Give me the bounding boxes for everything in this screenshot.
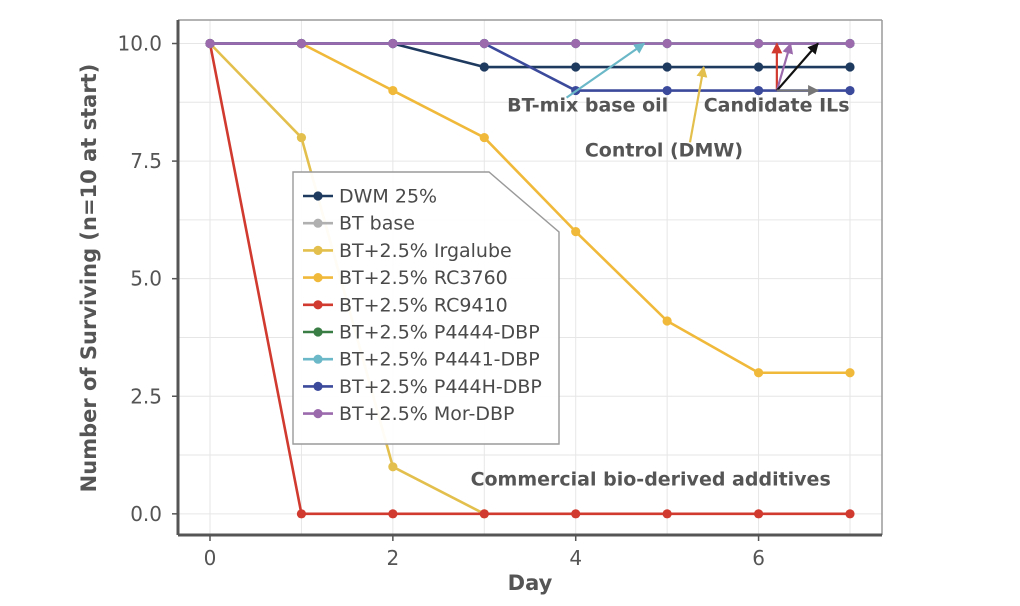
x-axis-title: Day xyxy=(508,571,553,595)
legend-label: BT+2.5% RC9410 xyxy=(339,294,508,316)
legend-label: BT+2.5% Irgalube xyxy=(339,240,512,262)
legend-label: BT+2.5% P4441-DBP xyxy=(339,349,540,371)
data-point xyxy=(296,509,307,519)
data-point xyxy=(479,62,489,72)
annotation-arrow xyxy=(565,42,646,99)
data-point xyxy=(662,38,672,49)
data-point xyxy=(845,509,855,519)
data-point xyxy=(845,368,855,378)
legend-entry: BT+2.5% RC3760 xyxy=(303,267,508,289)
data-point xyxy=(388,509,398,519)
y-tick-label: 2.5 xyxy=(130,384,162,408)
legend-box xyxy=(292,171,560,445)
data-point xyxy=(753,62,764,72)
data-point xyxy=(205,38,215,49)
series-9 xyxy=(205,38,855,49)
legend-entry: BT+2.5% P4444-DBP xyxy=(303,322,540,344)
legend-label: DWM 25% xyxy=(339,186,437,208)
data-point xyxy=(662,85,672,96)
legend-entry: DWM 25% xyxy=(303,186,437,208)
data-point xyxy=(388,462,398,472)
legend-swatch-marker xyxy=(313,191,323,201)
legend-swatch-marker xyxy=(313,245,323,255)
annotation-arrow xyxy=(776,42,819,92)
data-point xyxy=(388,38,398,49)
legend-entry: BT+2.5% Mor-DBP xyxy=(303,403,514,425)
data-point xyxy=(296,38,307,49)
legend-entry: BT+2.5% P4441-DBP xyxy=(303,349,540,371)
data-point xyxy=(845,62,855,72)
legend-swatch-marker xyxy=(313,300,323,310)
legend-swatch-marker xyxy=(313,327,323,337)
legend-swatch-marker xyxy=(313,381,323,391)
data-point xyxy=(571,509,581,519)
data-point xyxy=(753,85,764,96)
data-point xyxy=(571,38,581,49)
data-point xyxy=(845,38,855,49)
data-point xyxy=(571,62,581,72)
data-point xyxy=(753,38,764,49)
x-tick-label: 6 xyxy=(752,546,765,570)
data-point xyxy=(479,509,489,519)
y-tick-label: 10.0 xyxy=(117,32,162,56)
legend-swatch-marker xyxy=(313,218,323,228)
data-point xyxy=(388,85,398,96)
annotation-label: BT-mix base oil xyxy=(507,95,668,117)
data-point xyxy=(571,227,581,237)
series-line xyxy=(208,43,850,516)
legend: DWM 25% BT base BT+2.5% Irgalube BT+2.5% RC… xyxy=(292,171,560,445)
legend-entry: BT base xyxy=(303,213,415,235)
x-tick-label: 2 xyxy=(386,546,399,570)
series-line xyxy=(210,42,850,375)
legend-swatch-marker xyxy=(313,273,323,283)
data-point xyxy=(662,62,672,72)
x-tick-label: 0 xyxy=(204,546,217,570)
y-tick-label: 7.5 xyxy=(130,149,162,173)
plot-frame xyxy=(176,19,883,537)
y-tick-label: 0.0 xyxy=(130,502,162,526)
data-point xyxy=(479,132,489,143)
legend-label: BT+2.5% RC3760 xyxy=(339,267,508,289)
annotation-label: Commercial bio-derived additives xyxy=(471,469,831,491)
annotations: BT-mix base oil Control (DMW) Candidate IL… xyxy=(471,42,850,491)
legend-label: BT+2.5% P444H-DBP xyxy=(339,376,542,398)
data-point xyxy=(753,368,764,378)
legend-entry: BT+2.5% RC9410 xyxy=(303,294,508,316)
legend-label: BT+2.5% P4444-DBP xyxy=(339,322,540,344)
data-point xyxy=(845,85,855,96)
data-point xyxy=(753,509,764,519)
y-axis-title: Number of Surviving (n=10 at start) xyxy=(77,64,101,493)
data-point xyxy=(662,316,672,326)
annotation-label: Candidate ILs xyxy=(704,95,850,117)
data-point xyxy=(662,509,672,519)
data-point xyxy=(479,38,489,49)
x-tick-label: 4 xyxy=(569,546,582,570)
annotation-label: Control (DMW) xyxy=(585,139,743,161)
annotation-arrow xyxy=(688,65,708,143)
y-tick-label: 5.0 xyxy=(130,267,162,291)
legend-entry: BT+2.5% P444H-DBP xyxy=(303,376,542,398)
axis-ticks: 0 2 4 6 0.0 2.5 5.0 7.5 10.0 xyxy=(117,32,764,570)
legend-entry: BT+2.5% Irgalube xyxy=(303,240,512,262)
legend-label: BT base xyxy=(339,213,415,235)
data-point xyxy=(296,132,307,143)
legend-swatch-marker xyxy=(313,409,323,419)
legend-label: BT+2.5% Mor-DBP xyxy=(339,403,514,425)
annotation-arrow xyxy=(775,42,794,91)
legend-swatch-marker xyxy=(313,354,323,364)
